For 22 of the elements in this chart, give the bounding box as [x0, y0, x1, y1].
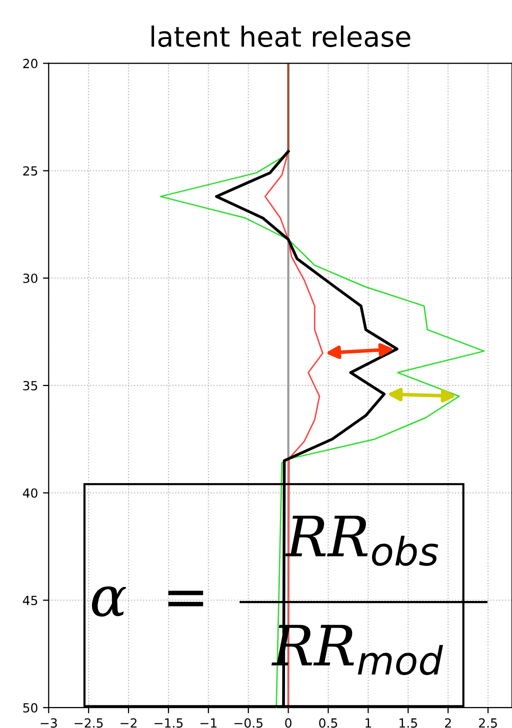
x-tick-label: 2.5: [479, 718, 497, 728]
annotation: α =: [92, 586, 204, 617]
x-tick-label: −3: [40, 718, 57, 728]
line-series: [160, 152, 485, 708]
x-tick-label: −0.5: [234, 718, 262, 728]
y-tick-label: 25: [23, 166, 38, 176]
y-tick-label: 45: [22, 596, 38, 606]
y-tick-label: 35: [23, 380, 38, 390]
x-tick-label: −1: [200, 718, 216, 728]
y-tick-label: 40: [22, 488, 38, 498]
x-tick-label: −2: [120, 718, 136, 728]
y-tick-label: 50: [23, 703, 38, 713]
x-tick-label: 2: [445, 718, 451, 728]
x-tick-label: 0.5: [319, 718, 338, 728]
y-tick-label: 20: [23, 58, 38, 68]
x-tick-label: −2.5: [74, 718, 103, 728]
x-tick-label: −1.5: [154, 718, 183, 728]
x-tick-label: 1: [366, 718, 372, 728]
y-tick-label: 30: [23, 274, 38, 284]
chart-title: latent heat release: [152, 26, 410, 48]
x-tick-label: 0: [285, 718, 292, 728]
x-tick-label: 1.5: [400, 718, 417, 728]
